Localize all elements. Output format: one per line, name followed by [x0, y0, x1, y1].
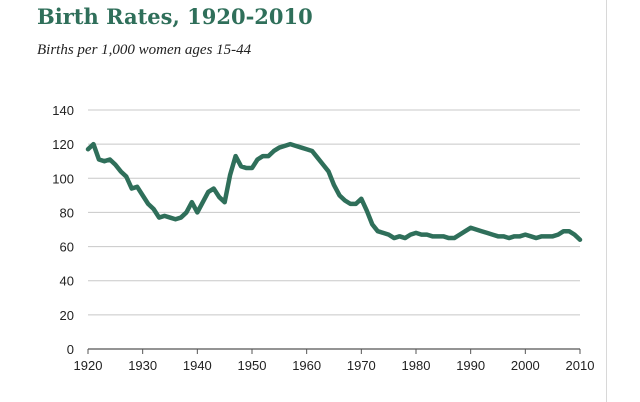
x-tick-label-1930: 1930	[128, 358, 157, 373]
y-tick-label-0: 0	[67, 342, 74, 357]
x-tick-label-2000: 2000	[511, 358, 540, 373]
y-tick-label-120: 120	[52, 137, 74, 152]
x-tick-label-1920: 1920	[74, 358, 103, 373]
x-tick-label-1960: 1960	[292, 358, 321, 373]
right-border-rule	[606, 0, 607, 402]
x-tick-label-2010: 2010	[566, 358, 595, 373]
series-layer	[85, 141, 583, 242]
y-tick-label-80: 80	[60, 205, 74, 220]
x-tick-label-1980: 1980	[402, 358, 431, 373]
series-line-0	[85, 141, 583, 242]
x-tick-label-1940: 1940	[183, 358, 212, 373]
y-tick-label-100: 100	[52, 171, 74, 186]
y-tick-label-60: 60	[60, 240, 74, 255]
x-tick-label-1970: 1970	[347, 358, 376, 373]
chart-title: Birth Rates, 1920-2010	[37, 4, 313, 29]
gridlines	[88, 109, 580, 316]
y-tick-label-140: 140	[52, 103, 74, 118]
x-tick-label-1990: 1990	[456, 358, 485, 373]
y-tick-label-20: 20	[60, 308, 74, 323]
y-tick-label-40: 40	[60, 274, 74, 289]
chart-subtitle: Births per 1,000 women ages 15-44	[37, 42, 252, 58]
x-axis	[87, 348, 581, 354]
x-axis-labels: 1920 1930 1940 1950 1960 1970 1980 1990 2000 2010	[74, 358, 595, 373]
y-axis-labels: 0 20 40 60 80 100 120 140	[52, 103, 74, 357]
x-tick-label-1950: 1950	[238, 358, 267, 373]
